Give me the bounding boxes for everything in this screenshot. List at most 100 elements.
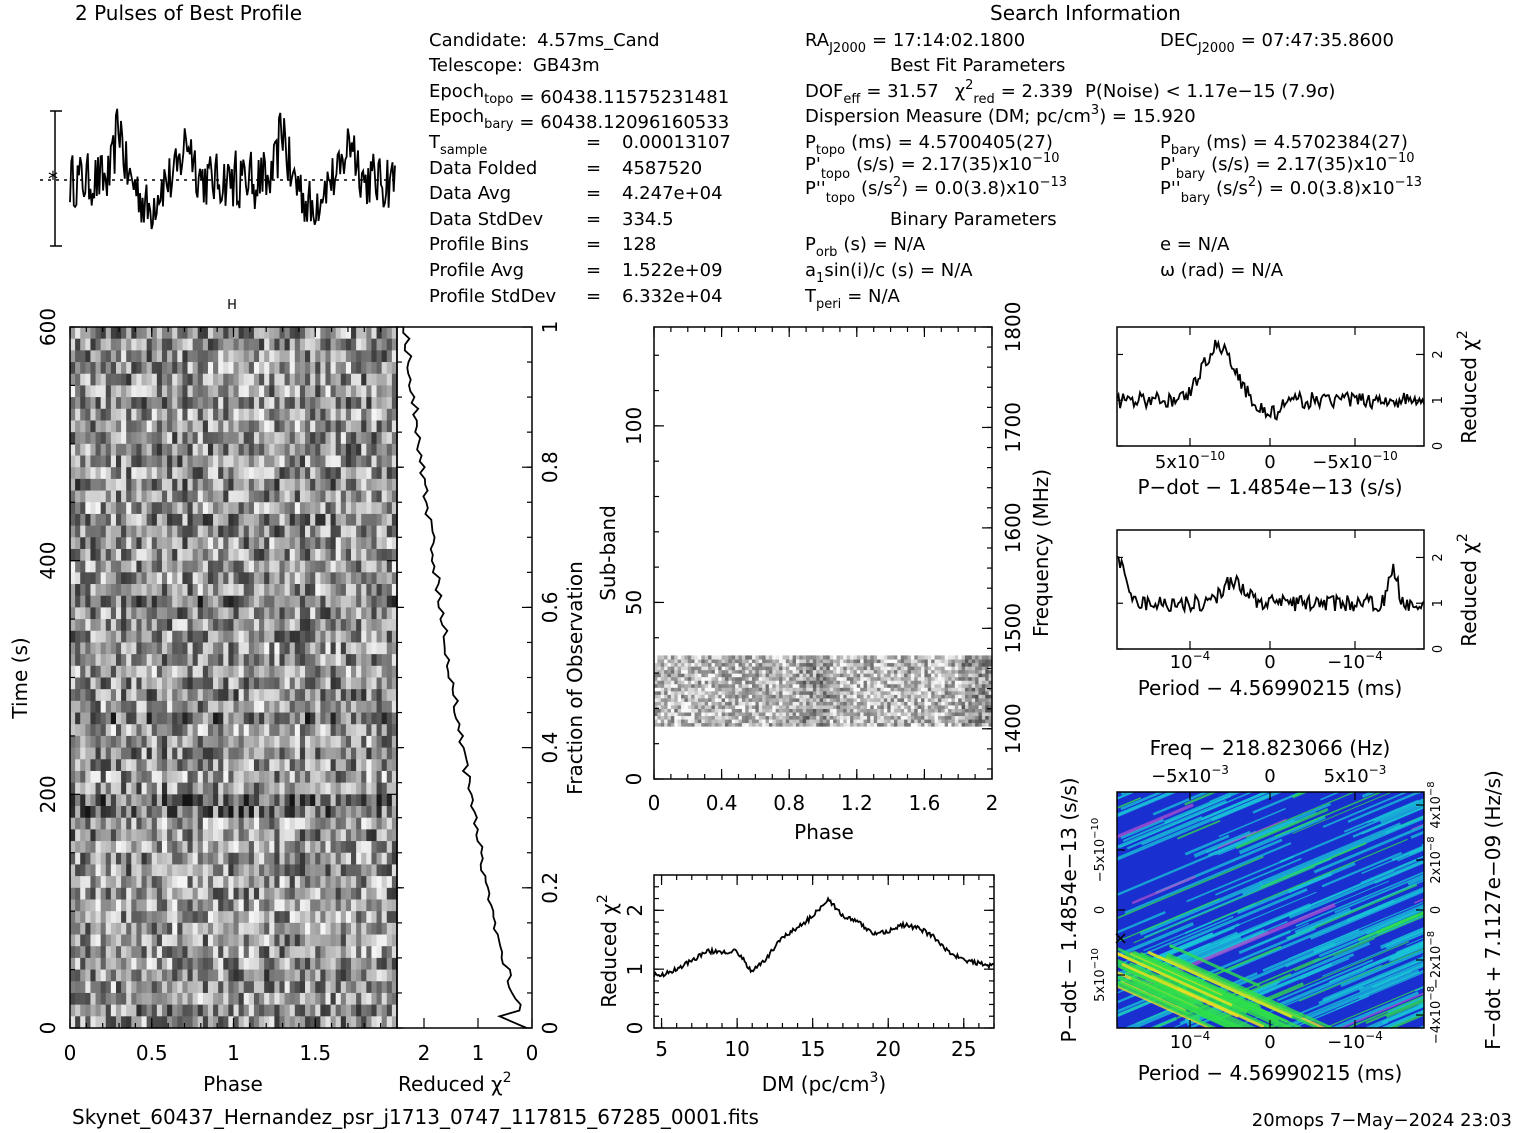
time-phase-cell [213, 560, 219, 573]
subband-cell [931, 697, 936, 702]
time-phase-cell [156, 373, 163, 387]
time-phase-cell [177, 595, 184, 608]
time-phase-cell [213, 525, 219, 538]
subband-cell [812, 701, 817, 706]
time-phase-cell [85, 490, 92, 503]
subband-cell [741, 708, 746, 713]
time-phase-cell [315, 899, 321, 912]
time-phase-cell [233, 712, 240, 725]
time-phase-cell [274, 525, 281, 538]
time-phase-cell [274, 712, 281, 725]
time-phase-cell [259, 478, 265, 492]
time-phase-cell [207, 350, 214, 363]
time-phase-cell [228, 595, 235, 608]
time-phase-cell [90, 584, 97, 597]
time-phase-cell [141, 852, 148, 866]
subband-cell [931, 722, 936, 727]
subband-cell [660, 718, 665, 724]
time-phase-cell [376, 747, 383, 760]
time-phase-cell [75, 630, 81, 644]
time-phase-cell [386, 350, 393, 363]
time-phase-cell [325, 724, 332, 737]
subband-cell [667, 690, 672, 695]
time-phase-cell [167, 852, 173, 866]
subband-cell [762, 704, 767, 709]
time-phase-cell [376, 724, 383, 737]
time-phase-cell [156, 607, 163, 620]
subband-cell [741, 697, 746, 702]
time-phase-cell [121, 584, 127, 597]
time-phase-cell [146, 934, 153, 947]
subband-cell [721, 722, 726, 727]
time-phase-cell [386, 584, 393, 597]
time-phase-cell [366, 957, 373, 971]
time-phase-cell [366, 829, 373, 842]
time-phase-cell [167, 946, 173, 959]
subband-cell [806, 711, 810, 717]
time-phase-cell [197, 957, 204, 971]
subband-cell [846, 708, 851, 713]
time-phase-cell [115, 724, 122, 737]
time-phase-cell [126, 759, 132, 772]
time-phase-cell [218, 712, 224, 725]
subband-cell [782, 708, 787, 713]
subband-cell [981, 701, 986, 706]
time-phase-cell [70, 397, 76, 410]
time-phase-cell [284, 572, 291, 585]
time-phase-cell [320, 806, 327, 819]
time-phase-cell [131, 408, 138, 422]
subband-cell [856, 715, 861, 720]
time-phase-cell [151, 864, 158, 877]
time-phase-cell [207, 537, 214, 550]
time-phase-cell [243, 724, 250, 737]
subband-cell [718, 711, 723, 717]
time-phase-cell [213, 350, 219, 363]
time-phase-cell [156, 584, 163, 597]
time-phase-cell [197, 794, 204, 807]
subband-cell [701, 694, 706, 699]
time-phase-cell [85, 548, 92, 562]
time-phase-cell [335, 700, 342, 714]
time-phase-cell [391, 420, 398, 433]
time-phase-cell [340, 537, 347, 550]
time-phase-cell [381, 724, 388, 737]
time-phase-cell [315, 946, 321, 959]
time-phase-cell [264, 829, 270, 842]
time-phase-cell [223, 607, 229, 620]
time-phase-cell [172, 782, 178, 795]
subband-cell [961, 722, 966, 727]
subband-cell [937, 701, 942, 706]
time-phase-cell [376, 876, 383, 889]
time-phase-cell [213, 992, 219, 1006]
time-phase-cell [141, 432, 148, 445]
time-phase-cell [161, 841, 168, 854]
time-phase-cell [80, 735, 86, 749]
time-phase-cell [121, 548, 127, 562]
subband-cell [941, 718, 946, 724]
time-phase-cell [218, 607, 224, 620]
time-phase-cell [197, 841, 204, 854]
time-phase-cell [294, 338, 301, 351]
time-phase-cell [391, 350, 398, 363]
time-phase-cell [80, 817, 86, 830]
time-phase-cell [156, 385, 163, 398]
time-phase-cell [172, 327, 178, 340]
time-phase-cell [356, 595, 362, 608]
time-phase-cell [289, 467, 296, 480]
time-phase-cell [126, 957, 132, 971]
subband-cell [674, 722, 679, 727]
time-phase-cell [366, 770, 373, 784]
time-phase-cell [161, 420, 168, 433]
time-phase-cell [284, 373, 291, 387]
time-phase-cell [228, 700, 235, 714]
time-phase-cell [90, 817, 97, 830]
time-phase-cell [75, 432, 81, 445]
time-phase-cell [243, 700, 250, 714]
time-phase-cell [238, 946, 245, 959]
time-phase-cell [330, 887, 337, 901]
subband-cell [863, 715, 868, 720]
time-phase-cell [264, 572, 270, 585]
time-phase-cell [371, 689, 378, 702]
time-phase-cell [202, 934, 209, 947]
time-phase-cell [141, 992, 148, 1006]
